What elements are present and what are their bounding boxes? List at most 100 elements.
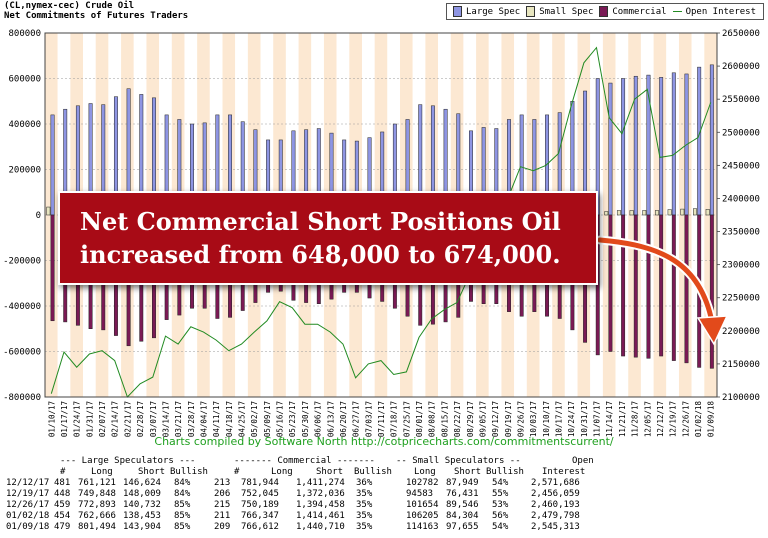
table-cell: 12/26/17 bbox=[6, 500, 50, 510]
table-cell: 140,732 bbox=[123, 500, 161, 510]
y-right-tick-label: 2200000 bbox=[722, 327, 760, 337]
table-cell: --- Large Speculators --- bbox=[60, 456, 196, 466]
table-cell: 89,546 bbox=[446, 500, 479, 510]
large-spec-bar bbox=[697, 66, 702, 216]
table-cell: 84,304 bbox=[446, 511, 479, 521]
table-cell: 772,893 bbox=[78, 500, 116, 510]
y-left-tick-label: 0 bbox=[36, 211, 41, 221]
commercial-bar bbox=[621, 214, 626, 357]
table-cell: 209 bbox=[214, 522, 231, 532]
x-tick-label: 06/06/17 bbox=[314, 401, 323, 437]
large-spec-bar bbox=[608, 82, 613, 216]
x-tick-label: 01/24/17 bbox=[73, 401, 82, 437]
legend-label: Open Interest bbox=[685, 6, 757, 17]
x-tick-label: 05/23/17 bbox=[288, 401, 297, 437]
table-cell: 206 bbox=[214, 489, 231, 499]
table-cell: 01/09/18 bbox=[6, 522, 50, 532]
table-cell: 1,372,036 bbox=[296, 489, 345, 499]
small-spec-bar bbox=[642, 210, 647, 216]
table-cell: 1,414,461 bbox=[296, 511, 345, 521]
table-cell: 2,456,059 bbox=[531, 489, 580, 499]
large-spec-bar bbox=[621, 78, 626, 216]
x-tick-label: 12/19/17 bbox=[669, 401, 678, 437]
x-tick-label: 01/09/18 bbox=[707, 401, 716, 438]
x-tick-label: 09/26/17 bbox=[517, 401, 526, 437]
y-axis-left: 800000 600000 400000 200000 0 -200000 -400000 -… bbox=[3, 29, 41, 403]
table-cell: 138,453 bbox=[123, 511, 161, 521]
x-tick-label: 09/12/17 bbox=[491, 401, 500, 437]
table-cell: 53% bbox=[492, 500, 509, 510]
open-interest-line bbox=[50, 46, 712, 398]
x-tick-label: 08/15/17 bbox=[440, 401, 449, 437]
x-tick-label: 04/04/17 bbox=[200, 401, 209, 437]
y-right-tick-label: 2550000 bbox=[722, 95, 760, 105]
table-cell: 56% bbox=[492, 511, 509, 521]
x-tick-label: 02/14/17 bbox=[111, 401, 120, 437]
small-spec-bar bbox=[604, 211, 609, 216]
table-cell: 84% bbox=[174, 478, 191, 488]
y-left-tick-label: -400000 bbox=[3, 302, 41, 312]
table-cell: 801,494 bbox=[78, 522, 116, 532]
y-right-tick-label: 2250000 bbox=[722, 294, 760, 304]
table-cell: 85% bbox=[174, 522, 191, 532]
y-left-tick-label: 200000 bbox=[8, 166, 41, 176]
large-spec-bar bbox=[671, 72, 676, 216]
table-cell: 114163 bbox=[406, 522, 439, 532]
commercial-bar bbox=[646, 214, 651, 359]
legend-item: Commercial bbox=[599, 6, 667, 17]
x-tick-label: 10/24/17 bbox=[567, 401, 576, 437]
legend-item: Small Spec bbox=[526, 6, 593, 17]
x-tick-label: 01/17/17 bbox=[60, 401, 69, 437]
commercial-bar bbox=[659, 214, 664, 357]
y-right-tick-label: 2650000 bbox=[722, 29, 760, 39]
table-cell: 12/12/17 bbox=[6, 478, 50, 488]
table-cell: # bbox=[234, 467, 240, 477]
table-cell: 94583 bbox=[406, 489, 434, 499]
y-right-tick-label: 2500000 bbox=[722, 128, 760, 138]
table-cell: # bbox=[60, 467, 66, 477]
x-tick-label: 05/09/17 bbox=[263, 401, 272, 437]
x-tick-label: 03/28/17 bbox=[187, 401, 196, 437]
x-tick-label: 11/28/17 bbox=[631, 401, 640, 437]
legend-swatch bbox=[526, 6, 536, 17]
y-right-tick-label: 2300000 bbox=[722, 261, 760, 271]
table-cell: 35% bbox=[356, 511, 373, 521]
x-tick-label: 09/05/17 bbox=[478, 401, 487, 437]
x-tick-label: 11/07/17 bbox=[593, 401, 602, 437]
y-left-tick-label: 600000 bbox=[8, 75, 41, 85]
table-cell: 2,460,193 bbox=[531, 500, 580, 510]
x-tick-label: 10/17/17 bbox=[555, 401, 564, 437]
small-spec-bar bbox=[616, 210, 621, 216]
table-cell: 36% bbox=[356, 478, 373, 488]
arrow-shaft bbox=[597, 237, 715, 325]
table-cell: 85% bbox=[174, 511, 191, 521]
table-cell: 2,479,798 bbox=[531, 511, 580, 521]
table-cell: Short bbox=[454, 467, 482, 477]
table-cell: 215 bbox=[214, 500, 231, 510]
table-cell: 87,949 bbox=[446, 478, 479, 488]
commercial-bar bbox=[608, 214, 613, 352]
commercial-bar bbox=[633, 214, 638, 358]
table-cell: 76,431 bbox=[446, 489, 479, 499]
x-tick-label: 12/12/17 bbox=[656, 401, 665, 437]
table-cell: Interest bbox=[542, 467, 586, 477]
large-spec-bar bbox=[50, 114, 55, 216]
table-cell: 766,612 bbox=[241, 522, 279, 532]
table-cell: 55% bbox=[492, 489, 509, 499]
small-spec-bar bbox=[667, 209, 672, 216]
table-cell: 54% bbox=[492, 478, 509, 488]
legend-item: Open Interest bbox=[672, 6, 757, 17]
table-cell: 148,009 bbox=[123, 489, 161, 499]
chart-title: (CL,nymex-cec) Crude Oil bbox=[4, 1, 135, 11]
table-cell: Short bbox=[138, 467, 166, 477]
x-tick-label: 07/11/17 bbox=[377, 401, 386, 437]
table-cell: 761,121 bbox=[78, 478, 116, 488]
x-tick-label: 05/30/17 bbox=[301, 401, 310, 437]
table-cell: 102782 bbox=[406, 478, 439, 488]
table-cell: 211 bbox=[214, 511, 231, 521]
legend-swatch bbox=[672, 11, 682, 12]
y-axis-right: 2650000 2600000 2550000 2500000 2450000 24000… bbox=[717, 29, 760, 403]
x-tick-label: 02/07/17 bbox=[98, 401, 107, 437]
x-axis: 01/10/17 01/17/17 01/24/17 01/31/17 02/07/17… bbox=[47, 401, 715, 438]
x-tick-label: 06/13/17 bbox=[326, 401, 335, 437]
